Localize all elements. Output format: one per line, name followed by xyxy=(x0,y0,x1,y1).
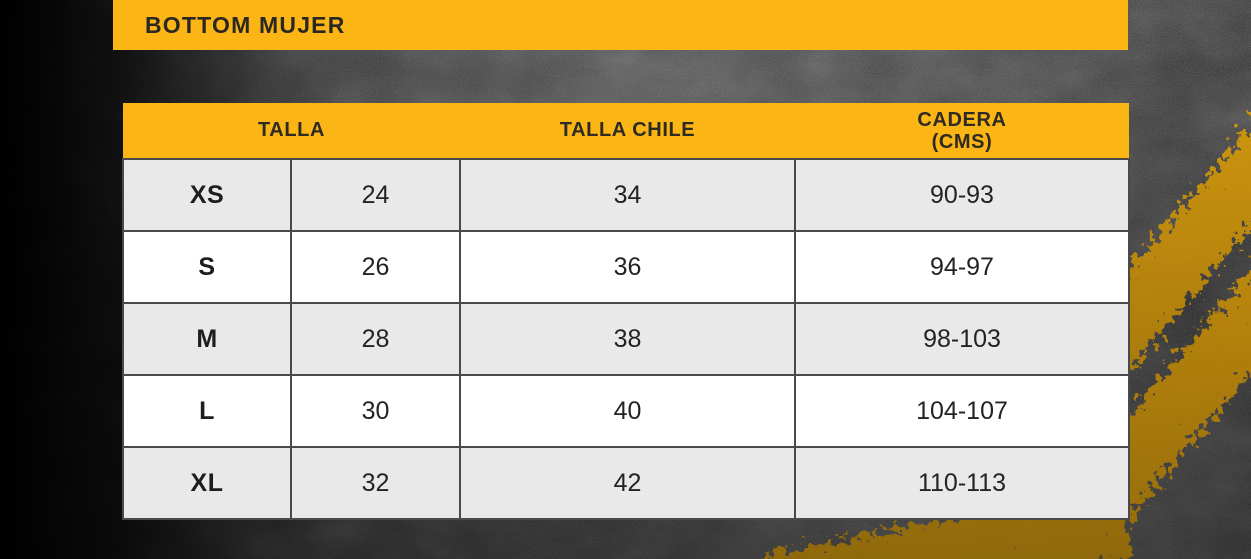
talla-chile-value: 42 xyxy=(459,446,796,520)
table-row-l: L 30 40 104-107 xyxy=(122,374,1130,448)
talla-value: 32 xyxy=(290,446,461,520)
size-label: XL xyxy=(122,446,292,520)
size-label: S xyxy=(122,230,292,304)
table-row-xs: XS 24 34 90-93 xyxy=(122,158,1130,232)
cadera-value: 104-107 xyxy=(794,374,1130,448)
cadera-value: 110-113 xyxy=(794,446,1130,520)
header-row: TALLA TALLA CHILE CADERA (CMS) xyxy=(123,103,1129,159)
talla-chile-value: 38 xyxy=(459,302,796,376)
cadera-value: 98-103 xyxy=(794,302,1130,376)
column-header-talla: TALLA xyxy=(123,103,460,159)
column-header-cadera-line1: CADERA xyxy=(917,108,1007,131)
size-table: TALLA TALLA CHILE CADERA (CMS) XS 24 34 … xyxy=(122,103,1130,520)
column-header-cadera-line2: (CMS) xyxy=(931,130,993,153)
table-row-m: M 28 38 98-103 xyxy=(122,302,1130,376)
table-row-xl: XL 32 42 110-113 xyxy=(122,446,1130,520)
size-label: L xyxy=(122,374,292,448)
talla-chile-value: 36 xyxy=(459,230,796,304)
talla-value: 30 xyxy=(290,374,461,448)
title-banner: BOTTOM MUJER xyxy=(113,0,1128,50)
talla-chile-value: 40 xyxy=(459,374,796,448)
column-header-cadera: CADERA (CMS) xyxy=(795,103,1129,159)
size-label: M xyxy=(122,302,292,376)
page-title: BOTTOM MUJER xyxy=(145,11,346,38)
talla-value: 24 xyxy=(290,158,461,232)
table-row-s: S 26 36 94-97 xyxy=(122,230,1130,304)
cadera-value: 94-97 xyxy=(794,230,1130,304)
cadera-value: 90-93 xyxy=(794,158,1130,232)
column-header-talla-chile: TALLA CHILE xyxy=(460,103,795,159)
talla-value: 28 xyxy=(290,302,461,376)
talla-chile-value: 34 xyxy=(459,158,796,232)
talla-value: 26 xyxy=(290,230,461,304)
size-table-header: TALLA TALLA CHILE CADERA (CMS) xyxy=(123,103,1129,159)
size-label: XS xyxy=(122,158,292,232)
